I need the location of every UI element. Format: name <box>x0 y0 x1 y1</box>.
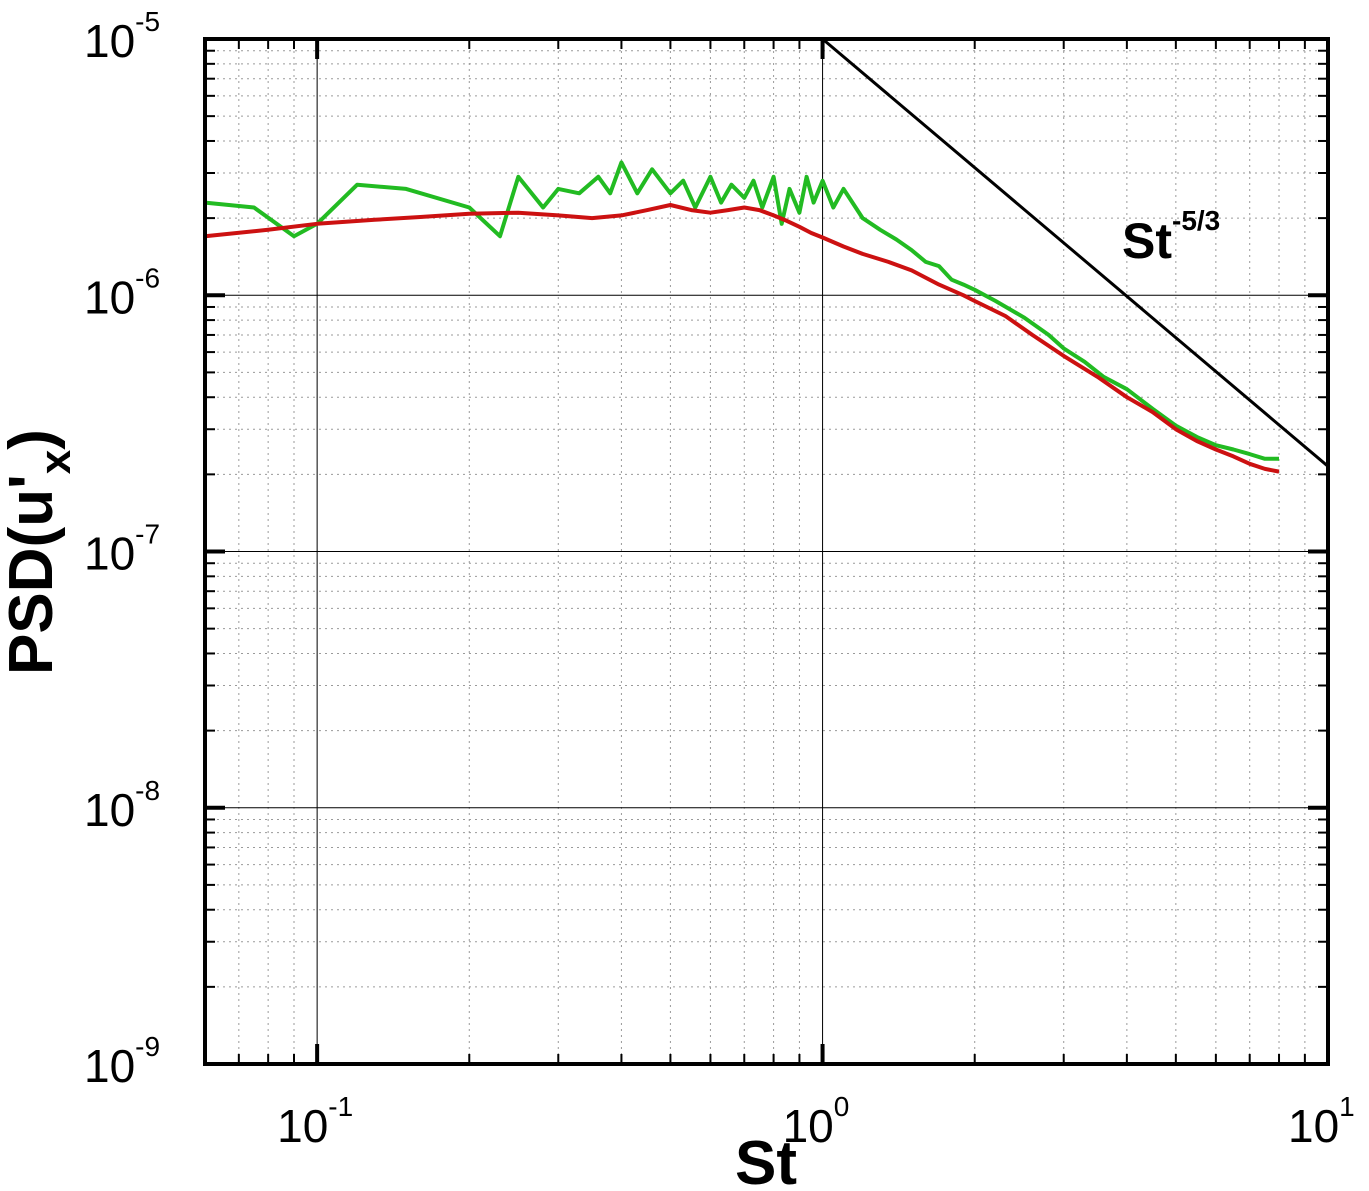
major-grid <box>205 39 1328 1064</box>
y-tick-label: 10-6 <box>84 262 160 323</box>
x-tick-label: 10-1 <box>277 1091 353 1152</box>
y-tick-label: 10-8 <box>84 775 160 836</box>
slope-annotation: St-5/3 <box>1122 205 1220 269</box>
y-axis-title: PSD(u'x) <box>0 429 80 675</box>
y-tick-label: 10-7 <box>84 519 160 580</box>
x-axis-title: St <box>735 1129 797 1191</box>
tick-marks <box>205 37 1330 1066</box>
reference-slope-line <box>821 37 1329 468</box>
tick-labels: 10-1 100 101 10-9 10-8 10-7 10-6 10-5 <box>84 6 1355 1152</box>
x-tick-label: 100 <box>783 1091 850 1152</box>
series-line-2 <box>204 203 1280 474</box>
x-tick-label: 101 <box>1288 1091 1355 1152</box>
y-tick-label: 10-9 <box>84 1031 160 1092</box>
y-tick-label: 10-5 <box>84 6 160 67</box>
series-line-1 <box>204 160 1279 461</box>
series-layer <box>204 37 1329 474</box>
